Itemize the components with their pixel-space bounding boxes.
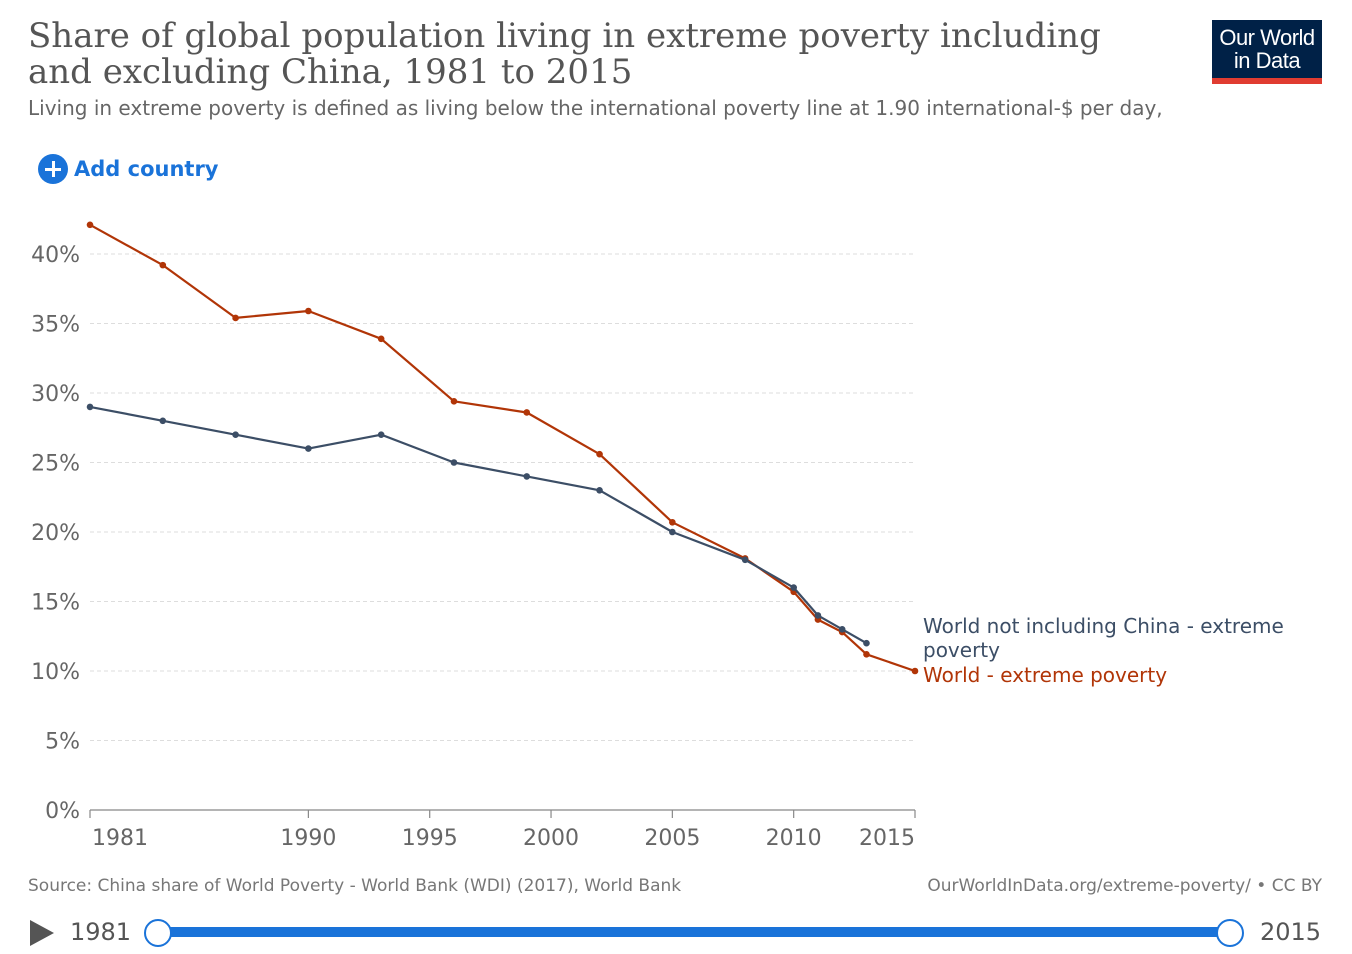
chart-subtitle: Living in extreme poverty is defined as … xyxy=(28,96,1163,120)
y-tick-label: 0% xyxy=(45,799,80,824)
y-tick-label: 40% xyxy=(31,243,80,268)
data-point[interactable] xyxy=(305,307,312,315)
logo-accent-bar xyxy=(1212,78,1322,84)
x-tick-label: 2010 xyxy=(766,826,822,851)
data-point[interactable] xyxy=(596,487,603,494)
data-point[interactable] xyxy=(450,398,458,405)
y-tick-label: 10% xyxy=(31,660,80,685)
x-tick-label: 1990 xyxy=(280,826,336,851)
series-label[interactable]: poverty xyxy=(923,638,1000,662)
axes: 0% 5% 10% 15% 20% 25% 30% 35% 40% 1981 1990 1995 200… xyxy=(31,243,916,851)
data-point[interactable] xyxy=(523,409,531,416)
data-point[interactable] xyxy=(159,417,167,425)
y-tick-label: 35% xyxy=(31,313,80,338)
data-point[interactable] xyxy=(377,335,385,343)
x-tick-label: 1981 xyxy=(92,826,148,851)
timeline-slider[interactable]: 1981 2015 xyxy=(28,912,1328,952)
timeline-end-label: 2015 xyxy=(1260,918,1322,946)
data-point[interactable] xyxy=(911,667,919,675)
play-icon[interactable] xyxy=(30,920,54,946)
y-tick-label: 5% xyxy=(45,730,80,755)
x-tick-label: 1995 xyxy=(402,826,458,851)
data-point[interactable] xyxy=(305,445,312,452)
timeline-start-handle[interactable] xyxy=(144,919,172,947)
source-url-link[interactable]: OurWorldInData.org/extreme-poverty/ • CC… xyxy=(927,876,1322,896)
series-label[interactable]: World - extreme poverty xyxy=(923,663,1167,687)
data-point[interactable] xyxy=(232,431,239,439)
add-country-label: Add country xyxy=(74,157,219,181)
chart-title: Share of global population living in ext… xyxy=(28,16,1101,92)
x-tick-label: 2005 xyxy=(644,826,700,851)
timeline-start-label: 1981 xyxy=(70,918,132,946)
data-point[interactable] xyxy=(669,528,676,536)
data-point[interactable] xyxy=(523,473,531,480)
timeline-track[interactable] xyxy=(158,927,1230,937)
series-lines xyxy=(86,221,919,675)
y-tick-label: 20% xyxy=(31,521,80,546)
data-point[interactable] xyxy=(838,626,846,633)
data-point[interactable] xyxy=(863,651,870,658)
add-country-button[interactable]: Add country xyxy=(38,154,219,184)
data-point[interactable] xyxy=(159,261,167,269)
y-tick-label: 30% xyxy=(31,382,80,407)
data-point[interactable] xyxy=(86,403,94,411)
series-line[interactable] xyxy=(89,405,868,645)
timeline-end-handle[interactable] xyxy=(1216,919,1244,947)
data-point[interactable] xyxy=(741,556,749,564)
data-point[interactable] xyxy=(232,314,239,322)
plus-circle-icon xyxy=(38,154,68,184)
data-point[interactable] xyxy=(377,431,385,439)
source-note: Source: China share of World Poverty - W… xyxy=(28,876,682,896)
x-tick-label: 2015 xyxy=(859,826,915,851)
line-chart: 0% 5% 10% 15% 20% 25% 30% 35% 40% 1981 1990 1995 200… xyxy=(31,221,1284,851)
series-line[interactable] xyxy=(89,223,916,673)
grid-lines xyxy=(90,253,915,741)
data-point[interactable] xyxy=(790,584,797,591)
y-tick-label: 15% xyxy=(31,591,80,616)
series-label[interactable]: World not including China - extreme xyxy=(923,614,1284,638)
logo-line-1: Our World xyxy=(1219,25,1315,50)
x-tick-label: 2000 xyxy=(523,826,579,851)
data-point[interactable] xyxy=(450,459,458,466)
data-point[interactable] xyxy=(814,612,822,619)
y-tick-label: 25% xyxy=(31,452,80,477)
owid-logo[interactable]: Our World in Data xyxy=(1212,20,1322,84)
logo-line-2: in Data xyxy=(1233,48,1301,73)
data-point[interactable] xyxy=(86,221,94,229)
series-labels: World - extreme poverty World not includi… xyxy=(923,614,1284,687)
data-point[interactable] xyxy=(863,639,870,647)
data-point[interactable] xyxy=(669,518,676,526)
data-point[interactable] xyxy=(596,450,603,458)
